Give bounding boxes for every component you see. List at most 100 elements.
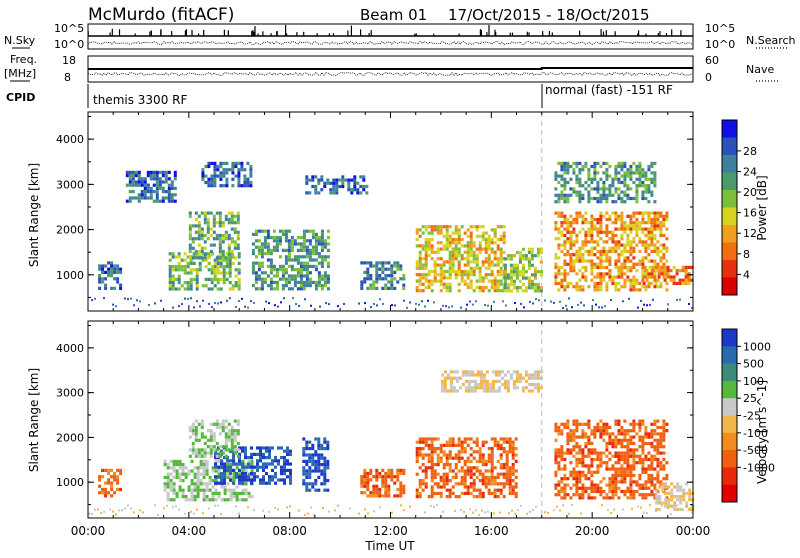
velocity-data-cell [505,472,509,476]
velocity-data-cell [415,472,419,476]
power-data-cell [219,258,223,262]
power-data-cell [457,234,461,238]
velocity-data-cell [623,451,627,455]
power-data-cell [281,232,285,236]
velocity-data-cell [572,432,576,436]
power-data-cell [197,237,201,241]
power-data-cell [466,244,470,248]
power-data-cell [620,211,624,215]
velocity-data-cell [166,504,168,507]
power-data-cell [554,272,558,276]
power-data-cell [415,273,419,277]
power-data-cell [620,190,624,194]
power-data-cell [329,188,333,192]
power-data-cell [308,277,312,281]
velocity-data-cell [283,449,286,453]
velocity-data-cell [268,456,271,460]
velocity-data-cell [478,450,482,454]
velocity-data-cell [599,493,603,497]
velocity-data-cell [317,469,321,473]
power-data-cell [536,282,540,287]
velocity-data-cell [442,466,446,470]
velocity-data-cell [637,505,639,508]
velocity-data-cell [557,429,561,433]
power-data-cell [656,221,660,225]
velocity-data-cell [620,425,624,430]
velocity-data-cell [499,456,503,460]
power-data-cell [137,196,141,200]
power-data-cell [433,263,437,267]
power-data-cell [381,261,385,265]
velocity-data-cell [289,468,292,472]
power-data-cell [249,184,253,188]
power-data-cell [161,190,165,194]
power-data-cell [451,266,455,270]
power-data-cell [281,287,285,291]
power-data-cell [608,230,612,234]
power-data-cell [251,232,255,236]
power-data-cell [203,214,207,218]
velocity-data-cell [424,475,428,479]
velocity-data-cell [472,440,476,444]
velocity-data-cell [454,482,458,486]
velocity-data-cell [256,468,259,472]
power-data-cell [626,269,630,273]
velocity-data-cell [466,456,470,460]
velocity-data-cell [448,491,452,495]
velocity-data-cell [635,461,639,465]
power-data-cell [227,253,231,257]
velocity-data-cell [399,468,403,472]
velocity-data-cell [188,454,192,458]
power-data-cell [650,240,654,244]
velocity-data-cell [323,463,327,467]
velocity-data-cell [502,466,506,470]
velocity-data-cell [472,488,476,492]
power-data-cell [430,247,434,251]
velocity-data-cell [511,485,515,489]
velocity-data-cell [233,438,237,442]
power-data-cell [469,225,473,229]
power-data-cell [596,227,600,231]
power-data-cell [590,259,594,263]
power-data-cell [236,230,240,234]
power-data-cell [581,246,585,250]
velocity-data-cell [224,432,228,436]
power-data-cell [263,242,267,246]
velocity-data-cell [610,512,612,514]
velocity-data-cell [688,495,692,499]
velocity-data-cell [487,479,491,483]
power-data-cell [209,249,213,254]
velocity-data-cell [566,438,570,442]
velocity-data-cell [602,451,606,455]
power-data-cell [168,265,172,269]
power-data-cell [222,174,226,178]
velocity-data-cell [212,432,216,436]
power-data-cell [650,180,654,185]
power-data-cell [445,234,449,238]
power-data-cell [503,263,507,267]
power-data-cell [681,281,685,285]
power-data-cell [299,284,303,288]
power-data-cell [593,227,597,231]
velocity-data-cell [418,440,422,444]
power-data-cell [635,164,639,169]
power-colorbar-swatch [722,190,737,208]
power-data-cell [640,299,642,302]
velocity-data-cell [590,470,594,474]
velocity-data-cell [512,386,516,390]
velocity-data-cell [587,425,591,430]
power-data-cell [231,184,235,188]
power-data-cell [275,236,279,240]
power-data-cell [445,282,449,286]
power-data-cell [614,265,618,270]
power-data-cell [581,288,585,292]
power-data-cell [233,221,237,225]
power-data-cell [218,249,222,254]
power-data-cell [632,285,636,289]
velocity-data-cell [109,508,111,511]
velocity-data-cell [399,481,403,485]
velocity-y-tick-label: 4000 [56,342,84,355]
power-data-cell [448,225,452,229]
velocity-data-cell [460,466,464,470]
velocity-data-cell [560,454,564,458]
